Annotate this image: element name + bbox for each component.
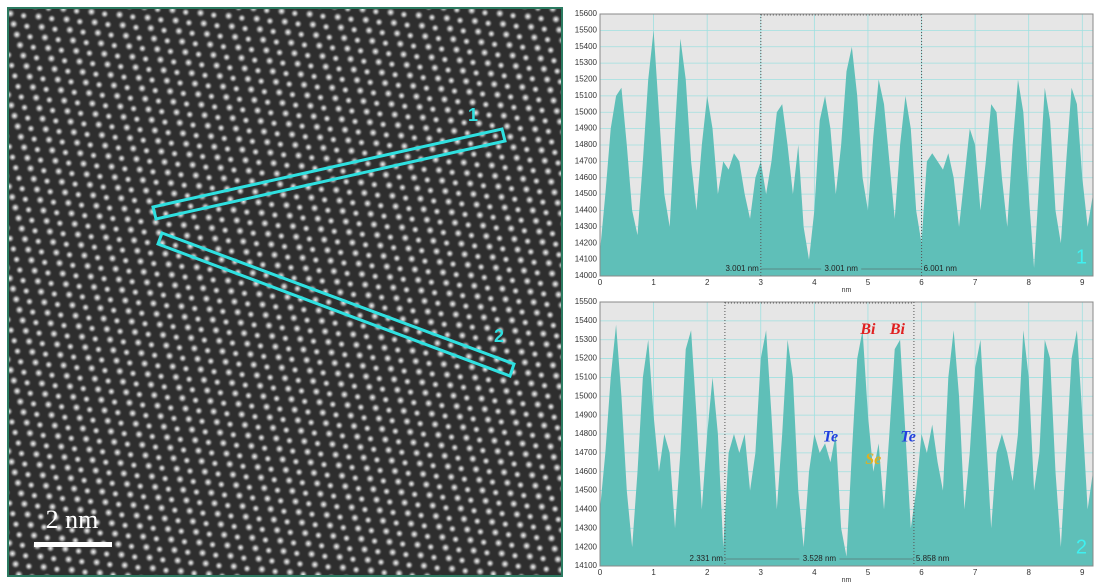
y-tick-label: 15100 bbox=[575, 373, 598, 382]
y-tick-label: 14100 bbox=[575, 561, 598, 570]
atom-label: Te bbox=[900, 428, 915, 445]
x-tick-label: 6 bbox=[919, 278, 924, 287]
y-tick-label: 14400 bbox=[575, 206, 598, 215]
atom-label: Bi bbox=[859, 321, 876, 338]
marker-label: 2.331 nm bbox=[690, 554, 724, 563]
scale-bar bbox=[34, 542, 112, 547]
atom-label: Se bbox=[865, 451, 881, 468]
y-tick-label: 14600 bbox=[575, 173, 598, 182]
y-tick-label: 14900 bbox=[575, 410, 598, 419]
marker-label: 3.001 nm bbox=[725, 264, 759, 273]
scale-bar-label: 2 nm bbox=[46, 505, 99, 534]
x-tick-label: 0 bbox=[598, 278, 603, 287]
y-tick-label: 14700 bbox=[575, 156, 598, 165]
y-tick-label: 15500 bbox=[575, 297, 598, 306]
line-profile: 14100 14200 14300 14400 14500 14600 14700 14800… bbox=[575, 297, 1094, 584]
y-tick-label: 15300 bbox=[575, 335, 598, 344]
atom-label: Te bbox=[823, 428, 838, 445]
y-tick-label: 14300 bbox=[575, 222, 598, 231]
panel-label: 1 bbox=[1076, 246, 1087, 268]
y-tick-label: 15400 bbox=[575, 316, 598, 325]
y-tick-label: 15100 bbox=[575, 91, 598, 100]
distance-label-bg bbox=[799, 554, 840, 564]
x-tick-label: 0 bbox=[598, 568, 603, 577]
x-tick-label: 8 bbox=[1026, 278, 1031, 287]
x-tick-label: 7 bbox=[973, 278, 978, 287]
profile-box bbox=[156, 231, 516, 378]
y-tick-label: 15400 bbox=[575, 42, 598, 51]
distance-label: 3.528 nm bbox=[803, 554, 837, 563]
x-tick-label: 1 bbox=[651, 278, 656, 287]
x-tick-label: 8 bbox=[1026, 568, 1031, 577]
y-tick-label: 15000 bbox=[575, 107, 598, 116]
box-label: 2 bbox=[494, 326, 504, 346]
y-tick-label: 15300 bbox=[575, 58, 598, 67]
panel-label: 2 bbox=[1076, 536, 1087, 558]
marker-label: 5.858 nm bbox=[916, 554, 950, 563]
box-label: 1 bbox=[468, 105, 478, 125]
x-tick-label: 5 bbox=[866, 568, 871, 577]
y-tick-label: 14500 bbox=[575, 486, 598, 495]
y-tick-label: 14700 bbox=[575, 448, 598, 457]
y-tick-label: 14900 bbox=[575, 124, 598, 133]
x-tick-label: 3 bbox=[759, 568, 764, 577]
y-tick-label: 14400 bbox=[575, 505, 598, 514]
marker-label: 6.001 nm bbox=[924, 264, 958, 273]
stem-image: 1 2 2 nm bbox=[7, 7, 563, 577]
distance-label-bg bbox=[821, 264, 862, 274]
y-tick-label: 15000 bbox=[575, 391, 598, 400]
x-tick-label: 9 bbox=[1080, 568, 1085, 577]
x-tick-label: 9 bbox=[1080, 278, 1085, 287]
x-axis-label: nm bbox=[842, 287, 852, 294]
plot-frame bbox=[599, 301, 1094, 567]
y-tick-label: 15200 bbox=[575, 75, 598, 84]
y-tick-label: 14200 bbox=[575, 238, 598, 247]
x-tick-label: 6 bbox=[919, 568, 924, 577]
profile-area bbox=[600, 324, 1093, 566]
x-tick-label: 4 bbox=[812, 568, 817, 577]
x-tick-label: 7 bbox=[973, 568, 978, 577]
y-tick-label: 14200 bbox=[575, 542, 598, 551]
x-tick-label: 5 bbox=[866, 278, 871, 287]
y-tick-label: 15200 bbox=[575, 354, 598, 363]
distance-label: 3.001 nm bbox=[825, 264, 859, 273]
y-tick-label: 14300 bbox=[575, 523, 598, 532]
profile-box bbox=[151, 127, 507, 221]
y-tick-label: 14100 bbox=[575, 255, 598, 264]
y-tick-label: 14500 bbox=[575, 189, 598, 198]
x-tick-label: 2 bbox=[705, 568, 710, 577]
x-tick-label: 1 bbox=[651, 568, 656, 577]
y-tick-label: 15500 bbox=[575, 25, 598, 34]
x-tick-label: 3 bbox=[759, 278, 764, 287]
y-tick-label: 14800 bbox=[575, 140, 598, 149]
atom-label: Bi bbox=[889, 321, 906, 338]
y-tick-label: 15600 bbox=[575, 9, 598, 18]
plot-frame bbox=[599, 13, 1094, 277]
line-profile: 14000 14100 14200 14300 14400 14500 14600 14700… bbox=[575, 9, 1094, 294]
x-tick-label: 4 bbox=[812, 278, 817, 287]
profile-area bbox=[600, 30, 1093, 276]
y-tick-label: 14800 bbox=[575, 429, 598, 438]
y-tick-label: 14000 bbox=[575, 271, 598, 280]
x-tick-label: 2 bbox=[705, 278, 710, 287]
x-axis-label: nm bbox=[842, 577, 852, 583]
y-tick-label: 14600 bbox=[575, 467, 598, 476]
